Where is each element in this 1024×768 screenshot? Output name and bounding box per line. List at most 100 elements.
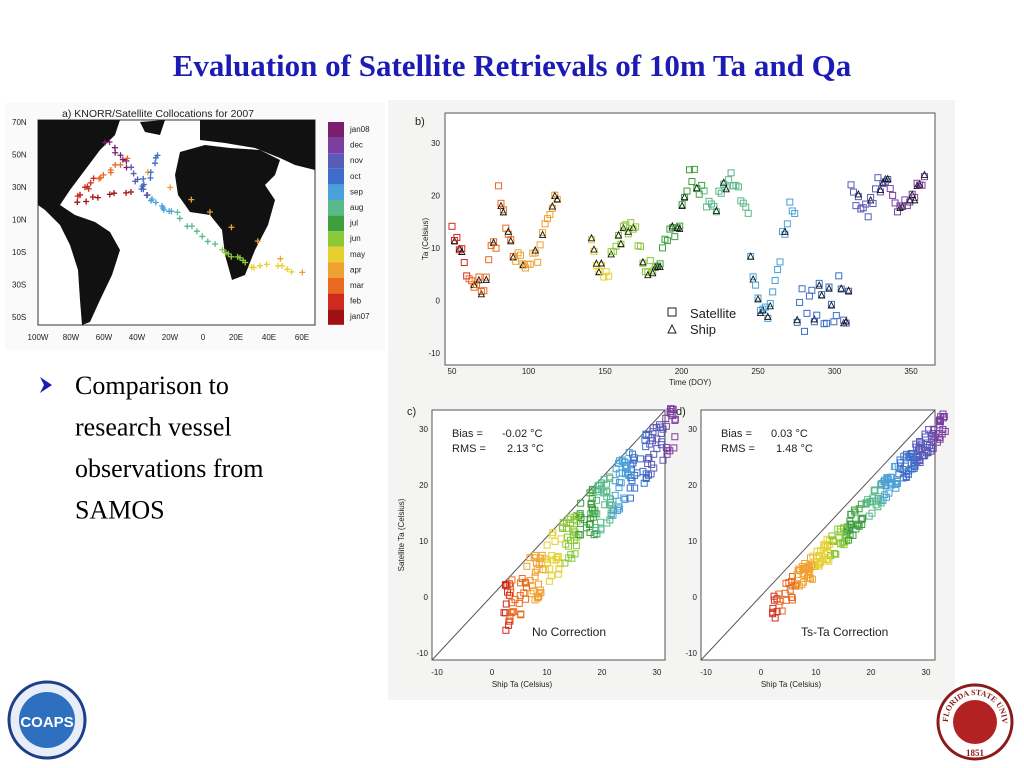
- satellite-square: [749, 273, 757, 281]
- y-tick-label: 10: [688, 537, 697, 546]
- scatter-square: [545, 577, 553, 585]
- scatter-square: [786, 586, 794, 594]
- satellite-square: [480, 287, 488, 295]
- scatter-square: [868, 509, 876, 517]
- ship-triangle: [507, 236, 515, 245]
- satellite-square: [803, 309, 811, 317]
- scatter-square: [601, 501, 609, 509]
- track-mark: [256, 262, 263, 269]
- x-tick-label: 30: [922, 668, 931, 677]
- track-mark: [242, 259, 249, 266]
- satellite-square: [671, 233, 679, 241]
- month-label: jan08: [349, 125, 370, 134]
- panel-label: b): [415, 116, 425, 128]
- scatter-square: [885, 489, 893, 497]
- color-bar-swatch: [328, 231, 344, 247]
- scatter-square: [862, 499, 870, 507]
- satellite-square: [492, 244, 500, 252]
- scatter-square: [619, 458, 627, 466]
- scatter-square: [580, 516, 588, 524]
- ship-triangle: [746, 252, 755, 260]
- scatter-square: [535, 580, 543, 588]
- scatter-square: [588, 495, 596, 503]
- ship-triangle: [590, 245, 598, 253]
- scatter-square: [576, 531, 584, 539]
- track-mark: [219, 246, 226, 253]
- x-tick-label: 10: [812, 668, 821, 677]
- scatter-square: [500, 609, 508, 617]
- ship-triangle: [815, 281, 823, 289]
- africa: [175, 145, 280, 280]
- legend-square: [667, 307, 677, 317]
- track-mark: [90, 175, 97, 182]
- track-mark: [89, 194, 96, 201]
- bullet-line: Comparison to: [75, 371, 229, 400]
- scatter-square: [555, 565, 563, 573]
- lat-label: 70N: [12, 118, 27, 127]
- y-tick-label: -10: [428, 349, 440, 358]
- satellite-square: [857, 205, 865, 213]
- satellite-square: [869, 200, 877, 208]
- satellite-square: [512, 257, 520, 265]
- ship-triangle: [587, 233, 596, 242]
- ship-triangle: [712, 206, 721, 214]
- lon-label: 100W: [28, 333, 49, 342]
- ship-triangle: [764, 312, 772, 320]
- scatter-square: [671, 433, 679, 441]
- scatter-square: [935, 417, 943, 425]
- scatter-square: [615, 484, 623, 492]
- track-mark: [112, 149, 119, 156]
- ship-triangle: [754, 294, 762, 303]
- scatter-square: [881, 476, 889, 484]
- satellite-square: [514, 249, 522, 257]
- scatter-square: [656, 421, 664, 429]
- lon-label: 40W: [129, 333, 146, 342]
- continents: [38, 120, 315, 325]
- satellite-square: [715, 187, 723, 195]
- scatter-square: [826, 540, 834, 548]
- satellite-square: [725, 176, 733, 184]
- scatter-square: [855, 522, 863, 530]
- track-mark: [87, 179, 94, 186]
- satellite-square: [495, 182, 503, 190]
- ship-triangle: [876, 185, 885, 194]
- ship-triangle: [482, 275, 491, 283]
- ship-triangle: [639, 257, 647, 266]
- satellite-square: [644, 268, 652, 276]
- month-label: nov: [350, 156, 363, 165]
- satellite-square: [862, 200, 870, 208]
- satellite-square: [641, 268, 649, 276]
- track-mark: [154, 152, 161, 159]
- color-bar-swatch: [328, 215, 344, 232]
- scatter-square: [617, 479, 625, 487]
- bias-value: -0.02 °C: [502, 428, 543, 440]
- satellite-square: [663, 237, 671, 245]
- scatter-square: [855, 505, 863, 513]
- scatter-square: [821, 541, 829, 549]
- satellite-square: [825, 283, 833, 291]
- label: a) KNORR/Satellite Collocations for 2007: [62, 108, 254, 120]
- track-mark: [94, 194, 101, 201]
- ship-triangle: [675, 224, 684, 232]
- track-mark: [138, 186, 145, 193]
- ship-triangle: [810, 314, 819, 323]
- x-tick-label: 0: [759, 668, 764, 677]
- scatter-square: [538, 551, 546, 559]
- ship-triangle: [866, 195, 875, 204]
- satellite-square: [786, 198, 794, 206]
- ship-triangle: [766, 301, 774, 310]
- scatter-square: [871, 486, 879, 494]
- bullet-line: observations from: [75, 454, 263, 483]
- scatter-square: [557, 535, 565, 543]
- satellite-square: [448, 222, 456, 230]
- satellite-square: [859, 204, 867, 212]
- ship-triangle: [842, 317, 850, 325]
- scatter-square: [782, 579, 790, 587]
- satellite-square: [727, 169, 735, 177]
- scatter-square: [769, 604, 777, 612]
- scatter-square: [653, 445, 661, 453]
- satellite-square: [534, 258, 542, 266]
- scatter-square: [607, 509, 615, 517]
- scatter-square: [558, 523, 566, 531]
- scatter-square: [517, 579, 525, 587]
